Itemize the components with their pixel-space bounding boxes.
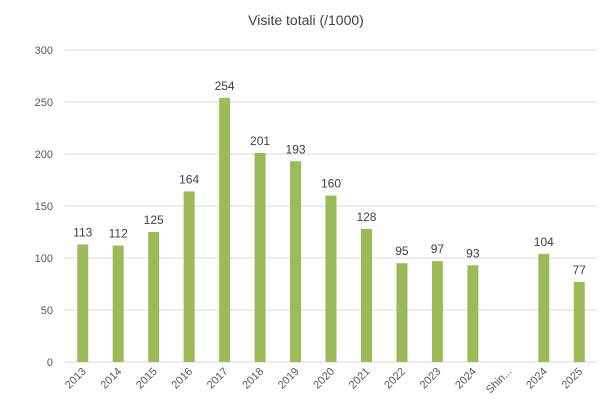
data-label: 93 [466, 246, 480, 260]
x-tick-label: 2024 [524, 366, 550, 392]
bar [219, 97, 231, 362]
data-label: 113 [73, 225, 92, 239]
bar [254, 152, 266, 362]
data-label: 164 [179, 172, 199, 186]
x-tick-label: 2022 [382, 366, 408, 392]
y-tick-label: 200 [35, 149, 53, 161]
y-tick-label: 100 [35, 253, 53, 265]
x-tick-label: 2014 [99, 366, 125, 392]
bar [538, 253, 550, 362]
data-label: 254 [215, 79, 235, 93]
x-tick-label: 2025 [560, 366, 586, 392]
y-tick-label: 0 [47, 357, 53, 369]
y-tick-label: 150 [35, 201, 53, 213]
x-tick-label: 2021 [347, 366, 373, 392]
data-label: 193 [286, 142, 306, 156]
data-labels: 113 112 125 164 254 201 193 160 128 95 97 93 104 77 [73, 79, 586, 277]
data-label: 128 [356, 210, 376, 224]
bar [325, 195, 337, 362]
bar [573, 281, 585, 362]
x-tick-label: 2023 [418, 366, 444, 392]
data-label: 112 [109, 227, 128, 241]
bar [183, 191, 195, 362]
bar [467, 265, 479, 362]
x-tick-label: 2019 [276, 366, 302, 392]
data-label: 201 [250, 134, 270, 148]
x-tick-label: 2016 [169, 366, 195, 392]
data-label: 104 [534, 235, 554, 249]
bar [77, 244, 89, 362]
x-tick-label: 2018 [240, 366, 266, 392]
y-tick-label: 300 [35, 45, 53, 57]
bar [396, 263, 408, 362]
y-axis-tick-labels: 0 50 100 150 200 250 300 [35, 45, 53, 369]
bar-series [77, 97, 585, 362]
bar [431, 261, 443, 362]
x-axis-tick-labels: 2013 2014 2015 2016 2017 2018 2019 2020 2021 2022… [63, 366, 585, 397]
data-label: 77 [573, 263, 587, 277]
x-tick-label: 2024 [453, 366, 479, 392]
x-tick-label: Shin... [484, 366, 515, 397]
x-tick-label: 2020 [311, 366, 337, 392]
x-tick-label: 2015 [134, 366, 160, 392]
data-label: 125 [144, 213, 164, 227]
data-label: 160 [321, 177, 341, 191]
x-tick-label: 2013 [63, 366, 89, 392]
data-label: 95 [395, 244, 409, 258]
x-tick-label: 2017 [205, 366, 231, 392]
chart-title: Visite totali (/1000) [248, 12, 364, 28]
bar [360, 228, 372, 362]
bar [148, 232, 160, 362]
bar [290, 161, 302, 362]
bar [112, 245, 124, 362]
y-tick-label: 250 [35, 97, 53, 109]
y-tick-label: 50 [41, 305, 53, 317]
data-label: 97 [431, 242, 445, 256]
